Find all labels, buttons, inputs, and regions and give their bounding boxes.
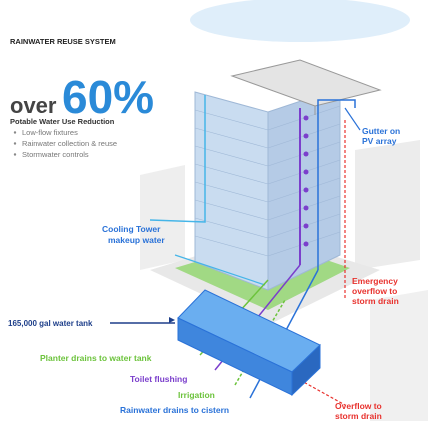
label: Overflow to <box>335 401 382 411</box>
cooling-leader <box>174 254 266 286</box>
headline-figure: 60% <box>62 71 154 123</box>
tank-side <box>291 343 321 397</box>
overflow-line <box>299 379 346 406</box>
cooling-pipe <box>149 95 206 223</box>
bullet-dot <box>13 142 17 145</box>
arrow <box>169 317 175 323</box>
label: storm drain <box>352 296 399 306</box>
label: storm drain <box>335 411 382 421</box>
leader <box>344 107 361 131</box>
label: Rainwater drains to cistern <box>120 405 229 415</box>
neighbor-building <box>140 165 185 270</box>
neighbor-building <box>355 140 420 270</box>
neighbor-building <box>370 290 428 421</box>
label: Gutter on <box>362 126 400 136</box>
bullet-text: Stormwater controls <box>22 150 89 159</box>
label: Irrigation <box>178 390 215 400</box>
label: Emergency <box>352 276 398 286</box>
bullet-dot <box>13 153 17 156</box>
bullet-text: Low-flow fixtures <box>22 128 78 137</box>
bullet-list: Low-flow fixtures Rainwater collection & … <box>13 128 117 159</box>
label: 165,000 gal water tank <box>8 319 93 328</box>
label: PV array <box>362 136 397 146</box>
pv-array <box>230 59 382 107</box>
label: Toilet flushing <box>130 374 187 384</box>
headline-caption: Potable Water Use Reduction <box>10 117 115 126</box>
title: RAINWATER REUSE SYSTEM <box>10 37 116 46</box>
gutter-pipe <box>317 99 356 270</box>
fixtures <box>303 115 309 247</box>
label: overflow to <box>352 286 397 296</box>
bullet-text: Rainwater collection & reuse <box>22 139 117 148</box>
label: Planter drains to water tank <box>40 353 152 363</box>
headline-prefix: over <box>10 93 57 118</box>
building-face <box>194 91 269 291</box>
label: Cooling Tower <box>102 224 161 234</box>
bullet-dot <box>13 131 17 134</box>
sky <box>190 0 410 42</box>
label: makeup water <box>108 235 165 245</box>
